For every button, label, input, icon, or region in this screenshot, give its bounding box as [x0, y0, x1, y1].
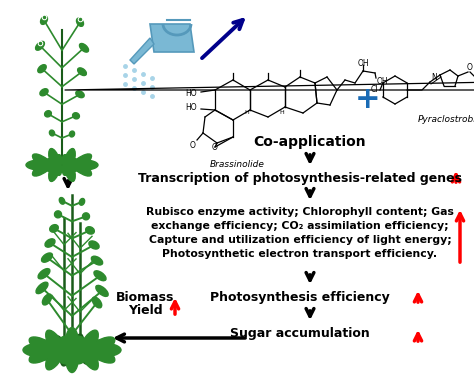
Ellipse shape: [26, 160, 54, 170]
Ellipse shape: [54, 336, 71, 360]
Ellipse shape: [46, 336, 68, 370]
Ellipse shape: [77, 340, 102, 357]
Polygon shape: [150, 24, 194, 52]
Ellipse shape: [63, 155, 75, 182]
Ellipse shape: [40, 89, 48, 96]
Ellipse shape: [96, 285, 108, 296]
Ellipse shape: [33, 154, 56, 172]
Ellipse shape: [65, 334, 79, 373]
Ellipse shape: [73, 340, 91, 365]
Text: Photosynthesis efficiency: Photosynthesis efficiency: [210, 291, 390, 304]
Text: HO: HO: [185, 88, 197, 98]
Text: Yield: Yield: [128, 304, 162, 317]
Ellipse shape: [70, 160, 98, 170]
Text: Co-application: Co-application: [254, 135, 366, 149]
Ellipse shape: [76, 336, 98, 370]
Ellipse shape: [92, 297, 102, 308]
Ellipse shape: [36, 282, 48, 294]
Ellipse shape: [36, 41, 45, 50]
Text: Transcription of photosynthesis-related genes: Transcription of photosynthesis-related …: [138, 172, 462, 185]
Ellipse shape: [73, 113, 80, 119]
Ellipse shape: [76, 330, 98, 364]
Ellipse shape: [83, 343, 121, 357]
Text: HO: HO: [185, 103, 197, 111]
Text: +: +: [355, 85, 381, 115]
Ellipse shape: [49, 155, 62, 182]
Ellipse shape: [45, 239, 55, 247]
Ellipse shape: [91, 256, 103, 265]
Ellipse shape: [46, 330, 68, 364]
Text: Biomass: Biomass: [116, 291, 174, 304]
Ellipse shape: [29, 340, 63, 363]
Text: N: N: [431, 74, 437, 82]
Ellipse shape: [82, 213, 90, 220]
Ellipse shape: [50, 225, 58, 232]
Text: Pyraclostrobin: Pyraclostrobin: [418, 115, 474, 124]
Ellipse shape: [60, 339, 73, 366]
Ellipse shape: [42, 343, 67, 360]
Ellipse shape: [42, 294, 52, 305]
Ellipse shape: [81, 337, 115, 360]
Text: Cl: Cl: [371, 85, 378, 95]
Ellipse shape: [86, 227, 94, 234]
Ellipse shape: [55, 211, 62, 218]
Ellipse shape: [76, 18, 83, 26]
Ellipse shape: [49, 130, 55, 136]
Ellipse shape: [68, 154, 91, 172]
Ellipse shape: [49, 149, 62, 175]
Text: H: H: [245, 111, 249, 116]
Ellipse shape: [59, 198, 65, 204]
Ellipse shape: [29, 337, 63, 360]
Ellipse shape: [33, 158, 56, 176]
Text: O: O: [467, 64, 473, 72]
Ellipse shape: [41, 16, 47, 25]
Text: Rubisco enzyme activity; Chlorophyll content; Gas: Rubisco enzyme activity; Chlorophyll con…: [146, 207, 454, 217]
Ellipse shape: [42, 253, 53, 262]
Ellipse shape: [78, 68, 86, 75]
Ellipse shape: [23, 343, 61, 357]
Text: Capture and utilization efficiency of light energy;: Capture and utilization efficiency of li…: [149, 235, 451, 245]
Ellipse shape: [78, 344, 105, 357]
Text: Photosynthetic electron transport efficiency.: Photosynthetic electron transport effici…: [163, 249, 438, 259]
Text: Brassinolide: Brassinolide: [210, 160, 264, 169]
Text: Sugar accumulation: Sugar accumulation: [230, 327, 370, 340]
Ellipse shape: [81, 340, 115, 363]
Ellipse shape: [39, 343, 66, 356]
Text: OH: OH: [357, 59, 369, 67]
Ellipse shape: [45, 111, 51, 117]
Ellipse shape: [94, 271, 106, 281]
Text: H: H: [280, 110, 284, 115]
Ellipse shape: [69, 131, 74, 137]
Ellipse shape: [76, 91, 84, 98]
Ellipse shape: [63, 149, 75, 175]
Text: OH: OH: [377, 77, 389, 85]
Polygon shape: [130, 38, 154, 64]
Ellipse shape: [89, 241, 99, 249]
Text: O: O: [212, 142, 218, 152]
Ellipse shape: [38, 268, 50, 279]
Ellipse shape: [65, 327, 79, 365]
Ellipse shape: [80, 44, 89, 52]
Text: O: O: [190, 141, 196, 149]
Ellipse shape: [71, 334, 83, 361]
Text: exchange efficiency; CO₂ assimilation efficiency;: exchange efficiency; CO₂ assimilation ef…: [151, 221, 449, 231]
Ellipse shape: [79, 198, 85, 205]
Ellipse shape: [38, 65, 46, 73]
Ellipse shape: [68, 158, 91, 176]
